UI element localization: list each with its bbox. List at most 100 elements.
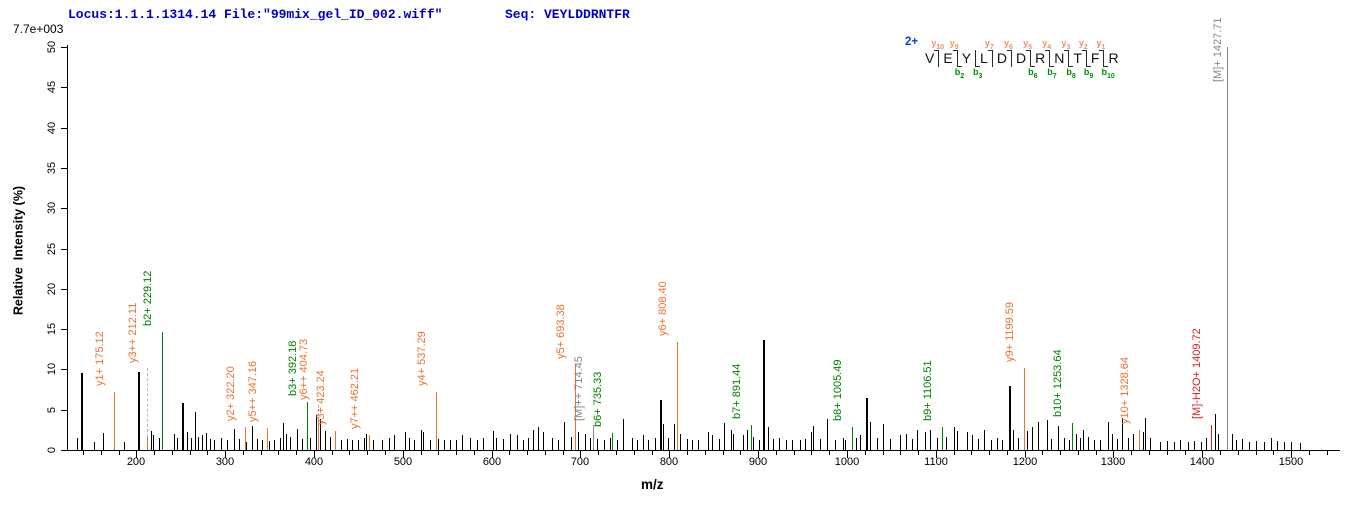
x-tick-label: 1300 <box>1100 456 1126 468</box>
peak <box>1160 442 1161 450</box>
x-tick-major <box>492 451 493 458</box>
residue-letter: E <box>943 50 953 66</box>
x-tick-minor <box>829 451 830 455</box>
x-tick-minor <box>207 451 208 455</box>
y-tick-label: 20 <box>46 282 58 296</box>
peak <box>274 440 275 450</box>
peak <box>733 434 734 450</box>
peak <box>1009 386 1011 450</box>
peak <box>843 438 844 450</box>
peak <box>409 438 410 450</box>
y-tick-label: 40 <box>46 121 58 135</box>
x-tick-minor <box>172 451 173 455</box>
peak <box>543 432 544 450</box>
peak <box>430 440 431 450</box>
peak <box>320 419 321 450</box>
y-tick <box>61 128 67 129</box>
peak <box>358 440 359 450</box>
x-tick-minor <box>883 451 884 455</box>
y-tick-label: 10 <box>46 362 58 376</box>
y-ion-label: y1 <box>1096 38 1106 51</box>
peak <box>759 440 760 450</box>
peak <box>820 439 821 450</box>
x-tick-minor <box>1256 451 1257 455</box>
peak <box>1112 434 1113 450</box>
y-tick <box>61 208 67 209</box>
peak <box>1145 418 1146 450</box>
peak <box>493 431 494 450</box>
peak <box>1284 442 1285 450</box>
x-tick-minor <box>563 451 564 455</box>
x-tick-minor <box>261 451 262 455</box>
peak <box>674 424 675 450</box>
labeled-peak-line <box>852 427 853 450</box>
peak-label-text: b7+ 891.44 <box>731 363 743 419</box>
y-ion-label: y5 <box>1023 38 1032 51</box>
peak <box>202 435 203 450</box>
peak <box>763 340 765 450</box>
peak-label-text: y10+ 1328.64 <box>1119 357 1131 424</box>
peak <box>792 440 793 450</box>
peak <box>103 433 104 450</box>
fragment-separator: y7 <box>985 38 994 67</box>
x-tick-minor <box>598 451 599 455</box>
peak <box>1232 434 1233 450</box>
y-tick <box>61 249 67 250</box>
peak <box>1128 438 1129 450</box>
peak <box>1143 432 1144 450</box>
x-tick-minor <box>616 451 617 455</box>
peak <box>214 440 215 450</box>
peak <box>1167 441 1168 450</box>
peak <box>617 440 618 450</box>
b-ion-label: b10 <box>1101 67 1115 80</box>
peak-label-text: y7++ 462.21 <box>349 367 361 429</box>
y-ion-label: y7 <box>984 38 994 51</box>
peak <box>597 439 598 450</box>
peak <box>637 440 638 450</box>
peak <box>81 373 83 450</box>
peak <box>496 438 497 450</box>
x-tick-minor <box>954 451 955 455</box>
peak <box>680 434 681 450</box>
peak <box>860 435 861 450</box>
labeled-peak-line <box>677 342 678 450</box>
peak <box>632 438 633 450</box>
peak <box>191 438 192 450</box>
x-tick-label: 500 <box>393 456 413 468</box>
peak <box>1236 440 1237 450</box>
y-tick <box>61 329 67 330</box>
peak <box>811 432 812 450</box>
peak <box>692 440 693 450</box>
peak <box>269 441 270 450</box>
y-tick-label: 45 <box>46 80 58 94</box>
peak <box>1038 422 1039 450</box>
x-tick-label: 1000 <box>834 456 860 468</box>
peak <box>389 438 390 450</box>
peak <box>470 438 471 450</box>
peak <box>517 435 518 450</box>
peak <box>483 438 484 450</box>
x-tick-minor <box>119 451 120 455</box>
x-tick-minor <box>296 451 297 455</box>
labeled-peak-line <box>612 433 613 450</box>
x-tick-minor <box>1167 451 1168 455</box>
charge-state-label: 2+ <box>905 36 919 48</box>
fragment-separator: y10 <box>931 38 944 67</box>
x-tick-minor <box>634 451 635 455</box>
peak-label-text: [M]-H2O+ 1409.72 <box>1191 328 1203 419</box>
x-tick-minor <box>1309 451 1310 455</box>
x-tick-minor <box>367 451 368 455</box>
x-tick-minor <box>1007 451 1008 455</box>
peak <box>1249 442 1250 450</box>
peak <box>805 439 806 450</box>
peak <box>302 439 303 450</box>
peak <box>310 438 311 450</box>
x-tick-major <box>1113 451 1114 458</box>
peak <box>182 403 184 450</box>
b-ion-label: b9 <box>1083 67 1094 80</box>
b-ion-label: b8 <box>1066 67 1076 80</box>
y-tick <box>61 168 67 169</box>
y-ion-label: y3 <box>1061 38 1071 51</box>
labeled-peak-line <box>162 332 163 450</box>
x-axis-title: m/z <box>641 477 664 492</box>
